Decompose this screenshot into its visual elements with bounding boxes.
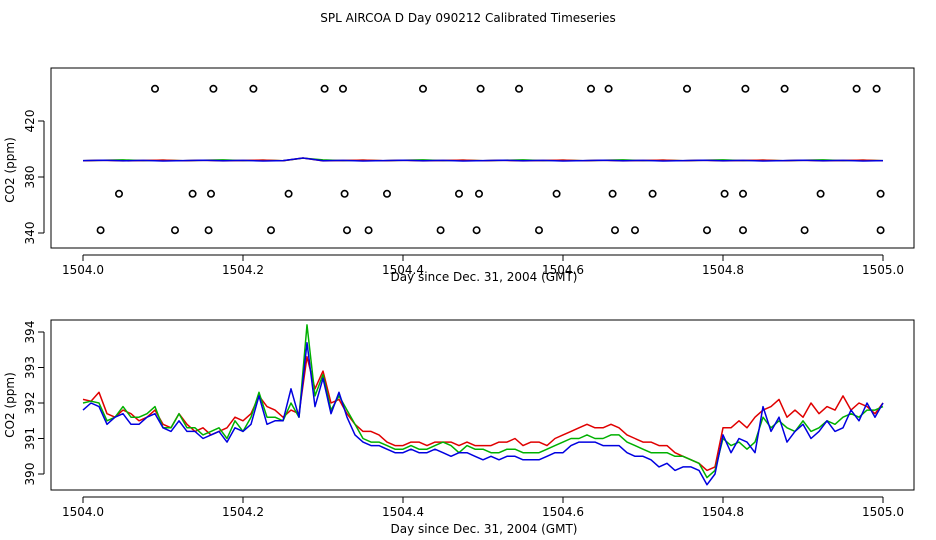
overview-point-low xyxy=(702,226,711,235)
overview-point-mid xyxy=(115,189,124,198)
x-tick-label: 1504.4 xyxy=(382,263,424,277)
overview-point-mid xyxy=(608,189,617,198)
detail-y-axis-title: CO2 (ppm) xyxy=(3,372,17,438)
x-tick-label: 1505.0 xyxy=(862,263,904,277)
x-tick-label: 1504.8 xyxy=(702,505,744,519)
x-tick-label: 1504.2 xyxy=(222,263,264,277)
y-tick-label: 380 xyxy=(23,166,37,189)
overview-panel: 1504.0 1504.2 1504.4 1504.6 1504.8 1505.0 340 3… xyxy=(3,67,915,284)
overview-point-high xyxy=(418,84,427,93)
overview-point-mid xyxy=(816,189,825,198)
overview-point-low xyxy=(204,226,213,235)
overview-point-low xyxy=(800,226,809,235)
overview-point-mid xyxy=(552,189,561,198)
overview-point-low xyxy=(534,226,543,235)
detail-line-green xyxy=(82,324,884,479)
y-tick-label: 393 xyxy=(23,356,37,379)
overview-point-mid xyxy=(738,189,747,198)
overview-point-low xyxy=(364,226,373,235)
x-tick-label: 1504.6 xyxy=(542,505,584,519)
detail-series xyxy=(82,324,884,486)
x-tick-label: 1504.0 xyxy=(62,263,104,277)
figure-title: SPL AIRCOA D Day 090212 Calibrated Times… xyxy=(320,11,615,25)
overview-point-high xyxy=(780,84,789,93)
overview-point-low xyxy=(171,226,180,235)
y-tick-label: 391 xyxy=(23,427,37,450)
y-tick-label: 340 xyxy=(23,222,37,245)
overview-point-mid xyxy=(188,189,197,198)
y-tick-label: 420 xyxy=(23,110,37,133)
overview-series xyxy=(82,157,884,162)
overview-point-low xyxy=(876,226,885,235)
overview-point-high xyxy=(852,84,861,93)
overview-point-high xyxy=(338,84,347,93)
overview-point-mid xyxy=(207,189,216,198)
x-tick-label: 1504.4 xyxy=(382,505,424,519)
detail-panel: 1504.0 1504.2 1504.4 1504.6 1504.8 1505.0 390 3… xyxy=(3,319,915,536)
overview-points xyxy=(96,84,885,235)
x-tick-label: 1504.8 xyxy=(702,263,744,277)
overview-point-low xyxy=(472,226,481,235)
overview-axes: 1504.0 1504.2 1504.4 1504.6 1504.8 1505.0 340 3… xyxy=(23,110,904,277)
detail-axes: 1504.0 1504.2 1504.4 1504.6 1504.8 1505.0 390 3… xyxy=(23,321,904,519)
overview-point-high xyxy=(872,84,881,93)
overview-x-axis-title: Day since Dec. 31, 2004 (GMT) xyxy=(391,270,578,284)
overview-point-mid xyxy=(720,189,729,198)
overview-point-high xyxy=(249,84,258,93)
overview-point-low xyxy=(96,226,105,235)
overview-point-high xyxy=(476,84,485,93)
overview-line-blue xyxy=(82,157,884,162)
overview-point-low xyxy=(630,226,639,235)
detail-plot-frame xyxy=(50,319,915,491)
overview-point-low xyxy=(266,226,275,235)
overview-point-high xyxy=(604,84,613,93)
overview-point-mid xyxy=(876,189,885,198)
y-tick-label: 390 xyxy=(23,463,37,486)
overview-point-high xyxy=(514,84,523,93)
detail-line-red xyxy=(82,356,884,472)
overview-point-mid xyxy=(340,189,349,198)
overview-point-high xyxy=(586,84,595,93)
overview-point-high xyxy=(320,84,329,93)
x-tick-label: 1504.0 xyxy=(62,505,104,519)
detail-line-blue xyxy=(82,341,884,486)
overview-point-mid xyxy=(454,189,463,198)
overview-point-high xyxy=(151,84,160,93)
overview-point-mid xyxy=(648,189,657,198)
overview-point-mid xyxy=(474,189,483,198)
y-tick-label: 394 xyxy=(23,321,37,344)
overview-plot-frame xyxy=(50,67,915,249)
overview-point-high xyxy=(209,84,218,93)
overview-point-low xyxy=(610,226,619,235)
x-tick-label: 1504.6 xyxy=(542,263,584,277)
x-tick-label: 1505.0 xyxy=(862,505,904,519)
overview-point-high xyxy=(682,84,691,93)
y-tick-label: 392 xyxy=(23,392,37,415)
overview-point-high xyxy=(741,84,750,93)
detail-x-axis-title: Day since Dec. 31, 2004 (GMT) xyxy=(391,522,578,536)
x-tick-label: 1504.2 xyxy=(222,505,264,519)
overview-point-low xyxy=(342,226,351,235)
overview-y-axis-title: CO2 (ppm) xyxy=(3,137,17,203)
overview-point-mid xyxy=(284,189,293,198)
overview-point-low xyxy=(738,226,747,235)
overview-point-mid xyxy=(382,189,391,198)
overview-point-low xyxy=(436,226,445,235)
